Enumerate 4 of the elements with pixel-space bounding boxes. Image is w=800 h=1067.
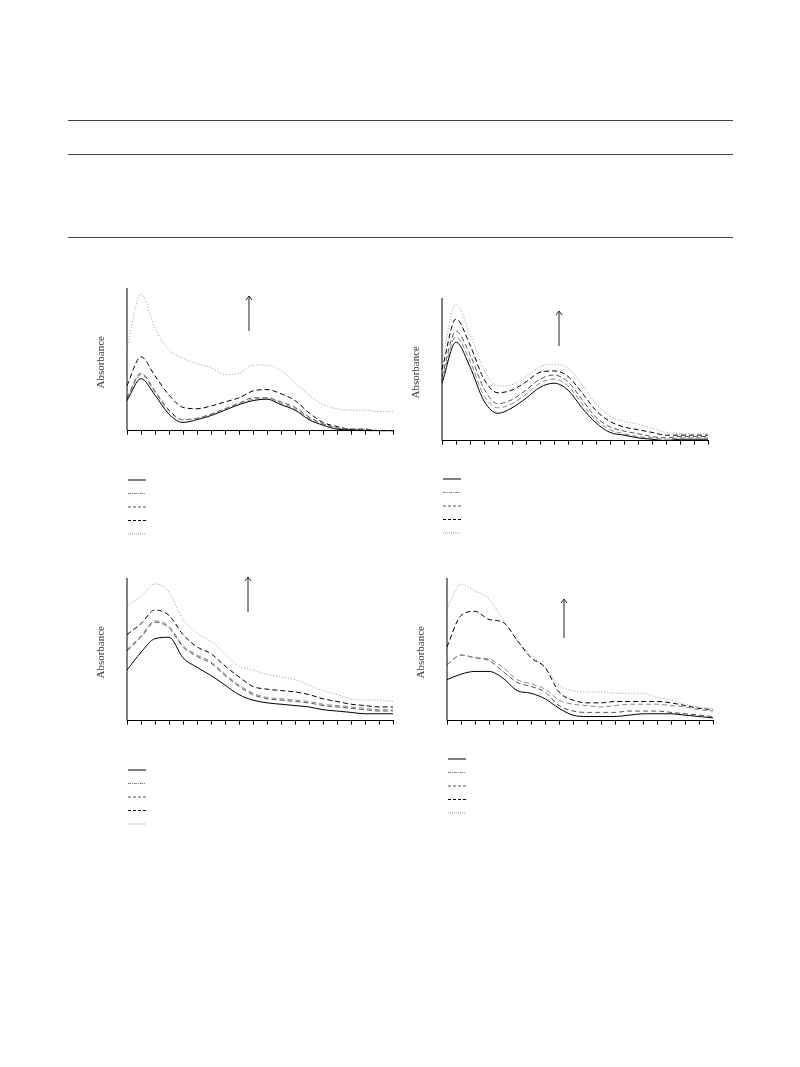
y-axis-title: Absorbance bbox=[408, 345, 421, 399]
y-axis-title: Absorbance bbox=[93, 335, 106, 389]
y-axis-title: Absorbance bbox=[413, 625, 426, 679]
y-axis-title: Absorbance bbox=[93, 625, 106, 679]
